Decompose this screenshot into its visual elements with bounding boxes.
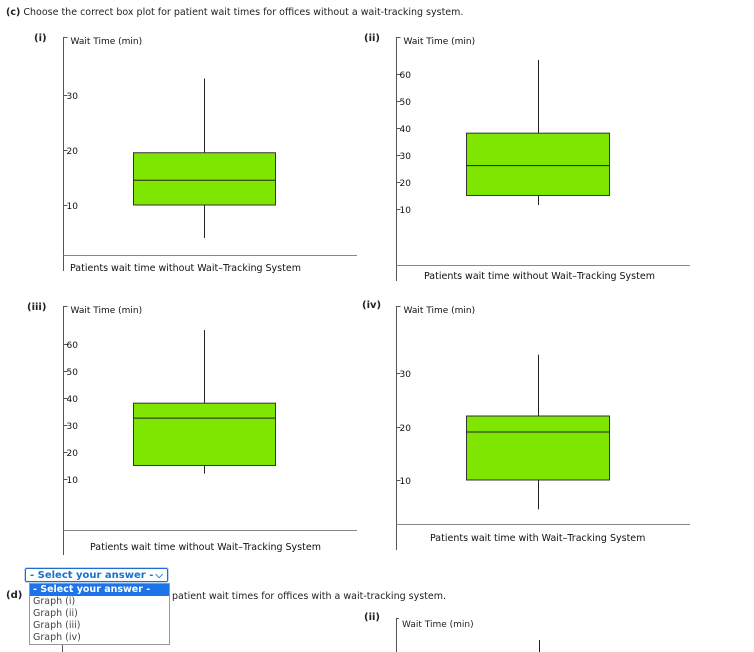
partial-axis-left bbox=[62, 645, 63, 652]
x-axis-label: Patients wait time without Wait–Tracking… bbox=[90, 542, 321, 553]
graph-iii-label: (iii) bbox=[27, 302, 47, 313]
x-axis-label: Patients wait time with Wait–Tracking Sy… bbox=[430, 533, 645, 544]
partial-graph-ii-label: (ii) bbox=[364, 612, 380, 623]
y-axis-label: Wait Time (min) bbox=[71, 37, 143, 47]
boxplot-svg: Wait Time (min) 10 20 30 Patients wait time … bbox=[396, 306, 690, 550]
y-axis-label: Wait Time (min) bbox=[404, 306, 476, 316]
graph-i-label: (i) bbox=[34, 33, 47, 44]
y-tick-label: 50 bbox=[67, 368, 79, 378]
x-axis-label: Patients wait time without Wait–Tracking… bbox=[70, 263, 301, 273]
y-tick-label: 30 bbox=[400, 370, 412, 380]
question-c-text: Choose the correct box plot for patient … bbox=[23, 7, 464, 18]
iqr-box bbox=[466, 415, 610, 481]
question-c-label: (c) bbox=[6, 7, 21, 18]
boxplot-svg: Wait Time (min) 10 20 30 40 50 60 Patients wait… bbox=[63, 306, 357, 555]
iqr-box bbox=[133, 152, 276, 206]
y-tick-label: 60 bbox=[67, 341, 79, 351]
boxplot-svg: Wait Time (min) 10 20 30 40 50 60 Patients wait… bbox=[396, 37, 690, 282]
answer-option[interactable]: Graph (iv) bbox=[33, 632, 81, 643]
graph-iv-label: (iv) bbox=[362, 300, 382, 311]
answer-select-value: - Select your answer - bbox=[30, 570, 154, 581]
y-tick-label: 10 bbox=[67, 202, 79, 212]
y-tick-label: 60 bbox=[400, 71, 412, 81]
y-tick-label: 20 bbox=[400, 179, 412, 189]
answer-option[interactable]: - Select your answer - bbox=[30, 584, 169, 596]
answer-select[interactable]: - Select your answer - ⌵ bbox=[25, 568, 168, 582]
y-axis-label: Wait Time (min) bbox=[71, 306, 143, 316]
answer-option[interactable]: Graph (i) bbox=[33, 596, 76, 607]
y-tick-label: 30 bbox=[67, 422, 79, 432]
y-tick-label: 10 bbox=[400, 206, 412, 216]
graph-iv: Wait Time (min) 10 20 30 Patients wait time … bbox=[393, 302, 693, 552]
y-tick-label: 50 bbox=[400, 98, 412, 108]
y-tick-label: 20 bbox=[67, 449, 79, 459]
graph-i: Wait Time (min) 10 20 30 Patients wait time … bbox=[60, 33, 360, 273]
question-d-text: patient wait times for offices with a wa… bbox=[172, 591, 447, 602]
y-tick-label: 20 bbox=[400, 424, 412, 434]
partial-graph-whisker bbox=[539, 640, 540, 652]
graph-ii-label: (ii) bbox=[364, 33, 380, 44]
y-tick-label: 40 bbox=[67, 395, 79, 405]
y-tick-label: 10 bbox=[400, 477, 412, 487]
chevron-down-icon: ⌵ bbox=[155, 570, 163, 581]
question-c: (c) Choose the correct box plot for pati… bbox=[6, 7, 463, 18]
iqr-box bbox=[133, 402, 276, 466]
partial-graph-axis bbox=[396, 618, 401, 652]
graph-ii: Wait Time (min) 10 20 30 40 50 60 Patients wait… bbox=[393, 33, 693, 283]
partial-graph-ylabel: Wait Time (min) bbox=[402, 620, 474, 630]
boxplot-svg: Wait Time (min) 10 20 30 Patients wait time … bbox=[63, 37, 357, 273]
y-tick-label: 30 bbox=[400, 152, 412, 162]
y-tick-label: 20 bbox=[67, 147, 79, 157]
graph-iii: Wait Time (min) 10 20 30 40 50 60 Patients wait… bbox=[60, 302, 360, 557]
answer-options-list[interactable]: - Select your answer - Graph (i) Graph (… bbox=[29, 583, 170, 645]
question-d-label: (d) bbox=[6, 590, 23, 601]
y-tick-label: 30 bbox=[67, 92, 79, 102]
y-axis-label: Wait Time (min) bbox=[404, 37, 476, 47]
answer-option[interactable]: Graph (iii) bbox=[33, 620, 81, 631]
iqr-box bbox=[466, 132, 610, 196]
x-axis-label: Patients wait time without Wait–Tracking… bbox=[424, 271, 655, 282]
partial-graph-axis-cap bbox=[396, 618, 399, 620]
answer-option[interactable]: Graph (ii) bbox=[33, 608, 78, 619]
y-tick-label: 40 bbox=[400, 125, 412, 135]
y-tick-label: 10 bbox=[67, 476, 79, 486]
